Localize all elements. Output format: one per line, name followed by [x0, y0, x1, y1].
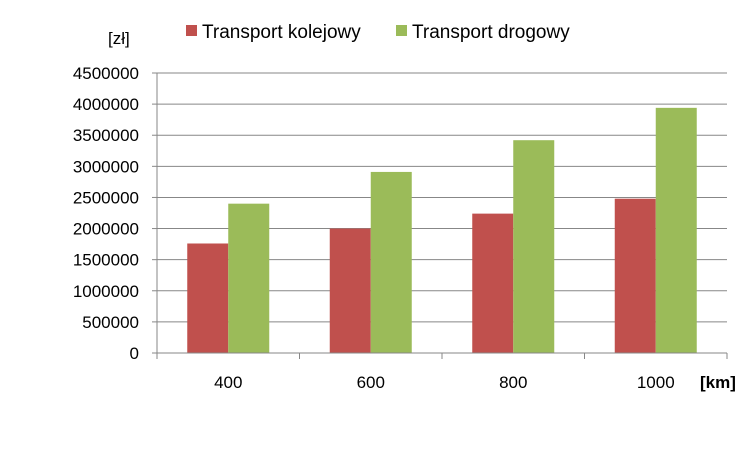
x-tick-label: 1000	[637, 373, 675, 392]
x-tick-labels: 400 600 800 1000	[214, 373, 675, 392]
y-axis-label: [zł]	[108, 29, 130, 48]
axes	[152, 72, 728, 359]
y-tick-label: 1000000	[73, 282, 139, 301]
bar-series-0-cat-3	[614, 198, 656, 353]
legend-swatch-series-1	[396, 25, 407, 36]
bar-series-0-cat-1	[329, 228, 371, 353]
y-tick-label: 1500000	[73, 251, 139, 270]
legend-label-series-1: Transport drogowy	[412, 22, 570, 43]
y-tick-label: 2000000	[73, 220, 139, 239]
y-tick-label: 2500000	[73, 188, 139, 207]
x-axis-label: [km]	[700, 373, 736, 392]
y-tick-label: 3500000	[73, 126, 139, 145]
y-tick-label: 4500000	[73, 64, 139, 83]
y-tick-label: 500000	[82, 313, 139, 332]
bar-series-1-cat-0	[228, 203, 270, 353]
legend: Transport kolejowy Transport drogowy	[186, 22, 570, 43]
bar-series-0-cat-2	[472, 213, 514, 353]
x-tick-label: 400	[214, 373, 242, 392]
bars	[187, 107, 697, 353]
y-tick-labels: 0 500000 1000000 1500000 2000000 2500000 30000…	[73, 64, 139, 363]
bar-series-0-cat-0	[187, 243, 229, 353]
x-tick-label: 800	[499, 373, 527, 392]
y-tick-label: 3000000	[73, 157, 139, 176]
bar-series-1-cat-1	[370, 171, 412, 353]
x-tick-label: 600	[357, 373, 385, 392]
bar-series-1-cat-2	[513, 140, 555, 353]
bar-series-1-cat-3	[655, 107, 697, 353]
legend-swatch-series-0	[186, 25, 197, 36]
y-tick-label: 4000000	[73, 95, 139, 114]
y-tick-label: 0	[130, 344, 139, 363]
legend-label-series-0: Transport kolejowy	[202, 22, 361, 43]
